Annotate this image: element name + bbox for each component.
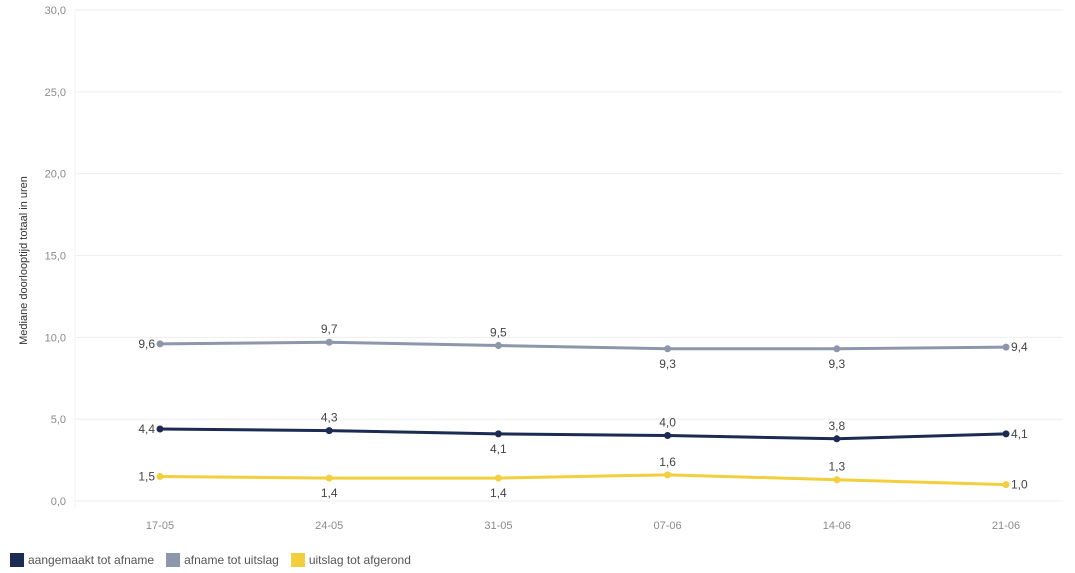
y-tick-label: 30,0 — [45, 5, 66, 17]
y-tick-label: 25,0 — [45, 87, 66, 99]
data-label: 4,1 — [490, 442, 507, 456]
data-label: 9,5 — [490, 326, 507, 340]
data-label: 9,4 — [1011, 340, 1028, 354]
y-tick-label: 5,0 — [51, 414, 66, 426]
data-label: 9,3 — [828, 357, 845, 371]
data-point — [664, 432, 672, 440]
data-label: 4,1 — [1011, 427, 1028, 441]
data-label: 4,4 — [138, 422, 155, 436]
data-label: 4,3 — [321, 411, 338, 425]
data-point — [664, 345, 672, 353]
y-tick-label: 15,0 — [45, 251, 66, 263]
data-label: 1,4 — [490, 486, 507, 500]
legend-item[interactable]: uitslag tot afgerond — [290, 553, 411, 567]
legend-item[interactable]: afname tot uitslag — [166, 553, 279, 567]
y-tick-label: 0,0 — [51, 496, 66, 508]
legend-label: afname tot uitslag — [184, 553, 279, 567]
x-tick-label: 21-06 — [992, 520, 1020, 532]
data-point — [325, 338, 333, 346]
data-label: 1,0 — [1011, 478, 1028, 492]
data-point — [833, 476, 841, 484]
data-point — [325, 427, 333, 435]
legend-item[interactable]: aangemaakt tot afname — [10, 553, 154, 567]
y-tick-label: 10,0 — [45, 332, 66, 344]
data-point — [494, 342, 502, 350]
data-point — [156, 472, 164, 480]
data-label: 9,6 — [138, 337, 155, 351]
legend-label: uitslag tot afgerond — [308, 553, 411, 567]
series-line — [159, 340, 1007, 351]
data-point — [833, 435, 841, 443]
y-tick-label: 20,0 — [45, 169, 66, 181]
x-tick-label: 14-06 — [823, 520, 851, 532]
legend-swatch — [166, 553, 181, 567]
data-point — [1002, 481, 1010, 489]
data-point — [833, 345, 841, 353]
x-tick-label: 31-05 — [484, 520, 512, 532]
data-label: 9,7 — [321, 322, 338, 336]
data-label: 1,6 — [659, 455, 676, 469]
x-tick-label: 24-05 — [315, 520, 343, 532]
legend: aangemaakt tot afname afname tot uitslag… — [10, 553, 417, 567]
data-label: 9,3 — [659, 357, 676, 371]
legend-label: aangemaakt tot afname — [28, 553, 155, 567]
data-point — [156, 340, 164, 348]
series-line — [159, 473, 1007, 487]
x-tick-label: 07-06 — [654, 520, 682, 532]
data-point — [1002, 430, 1010, 438]
data-label: 4,0 — [659, 416, 676, 430]
data-label: 1,5 — [138, 469, 155, 483]
data-point — [664, 471, 672, 479]
data-point — [494, 430, 502, 438]
y-axis-label: Mediane doorlooptijd totaal in uren — [18, 176, 30, 345]
data-label: 3,8 — [828, 419, 845, 433]
x-tick-label: 17-05 — [146, 520, 174, 532]
data-point — [494, 474, 502, 482]
line-chart: 0,0 5,0 10,0 15,0 20,0 25,0 30,0 17-05 24-05 31-0… — [18, 5, 1063, 532]
data-label: 1,3 — [828, 460, 845, 474]
data-point — [156, 425, 164, 433]
data-point — [325, 474, 333, 482]
data-label: 1,4 — [321, 486, 338, 500]
legend-swatch — [290, 553, 305, 567]
legend-swatch — [10, 553, 24, 567]
series-line — [159, 427, 1007, 441]
data-point — [1002, 343, 1010, 351]
